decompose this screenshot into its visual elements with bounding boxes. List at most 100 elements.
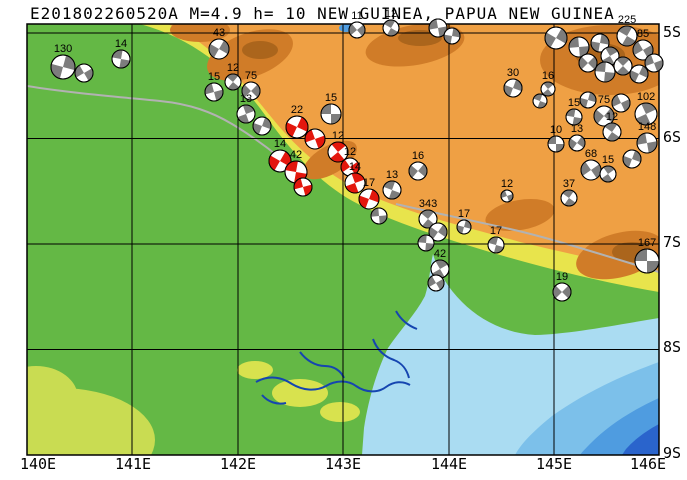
mechanism-label: 15 [602,154,614,166]
focal-mechanism-85: 85 [632,28,654,61]
focal-mechanism [578,53,598,73]
focal-mechanism-15: 15 [320,92,342,125]
mechanism-label: 17 [363,177,375,189]
rivers [255,310,418,405]
mechanism-label: 13 [240,93,252,105]
mountain-patch [485,199,555,231]
focal-mechanism-13: 13 [568,123,586,152]
mechanism-label: 343 [419,198,437,210]
x-axis-label-140E: 140E [20,455,56,473]
focal-mechanism-75: 75 [593,94,615,127]
mechanism-label: 13 [386,169,398,181]
mechanism-label: 37 [563,178,575,190]
focal-mechanism [594,61,616,83]
focal-mechanism-37: 37 [560,178,578,207]
mechanism-label: 167 [638,237,656,249]
mechanism-label: 225 [618,14,636,26]
focal-mechanism-13: 13 [382,169,402,200]
focal-mechanism-225: 225 [616,14,638,47]
focal-mechanism [293,177,313,197]
focal-mechanism-17: 17 [487,225,505,254]
mechanism-label: 19 [556,271,568,283]
focal-mechanism-14: 14 [111,38,131,69]
focal-mechanism [644,53,664,73]
y-axis-labels: 5S 6S 7S 8S 9S [663,23,681,462]
mechanism-label: 15 [568,97,580,109]
mechanism-label: 12 [227,62,239,74]
lowland-hills [27,366,78,430]
focal-mechanism [427,274,445,292]
focal-mechanism [613,56,633,76]
focal-mechanism-22: 22 [285,104,309,139]
focal-mechanism-15: 15 [204,71,224,102]
mechanism-label: 102 [637,91,655,103]
mechanism-label: 30 [507,67,519,79]
focal-mechanism-43: 43 [208,27,230,60]
mechanism-label: 43 [213,27,225,39]
mechanism-label: 130 [54,43,72,55]
focal-mechanism-17: 17 [358,177,380,210]
lowland-hills [320,402,360,422]
focal-mechanism [428,18,448,38]
focal-mechanism-17: 17 [456,208,472,235]
y-axis-label-8S: 8S [663,338,681,356]
mechanism-label: 75 [245,70,257,82]
focal-mechanism-19: 19 [552,271,572,302]
focal-mechanism [304,128,326,150]
mechanism-label: 17 [490,225,502,237]
mechanism-label: 16 [412,150,424,162]
focal-mechanism [443,27,461,45]
y-axis-label-9S: 9S [663,444,681,462]
mechanism-label: 12 [385,8,397,20]
focal-mechanism [544,26,568,50]
focal-mechanism-11: 11 [348,10,366,39]
focal-mechanism-75: 75 [241,70,261,101]
y-axis-label-5S: 5S [663,23,681,41]
mechanism-label: 12 [344,146,356,158]
mechanism-label: 15 [325,92,337,104]
mechanism-label: 12 [501,178,513,190]
map-title: E201802260520A M=4.9 h= 10 NEW GUINEA, P… [30,4,615,23]
mechanism-label: 17 [458,208,470,220]
x-axis-label-143E: 143E [325,455,361,473]
focal-mechanism-68: 68 [580,148,602,181]
focal-mechanism-343: 343 [418,198,438,229]
focal-mechanism [252,116,272,136]
focal-mechanism-16: 16 [540,70,556,97]
x-axis-label-146E: 146E [630,455,666,473]
focal-mechanism [568,36,590,58]
mountain-peak [242,41,278,59]
focal-mechanism-148: 148 [636,121,658,154]
mechanism-label: 148 [638,121,656,133]
mechanism-label: 22 [291,104,303,116]
mechanism-label: 14 [115,38,127,50]
focal-mechanism-12: 12 [224,62,242,91]
x-axis-label-144E: 144E [431,455,467,473]
x-axis-labels: 140E 141E 142E 143E 144E 145E 146E [20,455,666,473]
focal-mechanism-14: 14 [268,138,292,173]
sea-deepest [622,424,659,455]
terrain-layer [27,24,659,455]
mechanism-label: 12 [606,111,618,123]
mechanism-label: 68 [585,148,597,160]
focal-mechanism [428,222,448,242]
focal-mechanism [622,149,642,169]
focal-mechanism-16: 16 [408,150,428,181]
focal-mechanism [579,91,597,109]
focal-mechanism-14: 14 [344,161,366,194]
focal-mechanism-12: 12 [340,146,360,177]
mechanism-label: 16 [542,70,554,82]
map-frame [26,23,660,456]
mechanism-label: 42 [290,149,302,161]
focal-mechanism-42: 42 [430,248,450,279]
mechanism-label: 14 [349,161,361,173]
focal-mechanism-15: 15 [599,154,617,183]
mechanism-label: 10 [550,124,562,136]
focal-mechanism-12: 12 [500,178,514,203]
focal-mechanism-13: 13 [236,93,256,124]
mechanism-label: 15 [208,71,220,83]
mechanism-label: 14 [274,138,286,150]
lowland-hills [237,361,273,379]
